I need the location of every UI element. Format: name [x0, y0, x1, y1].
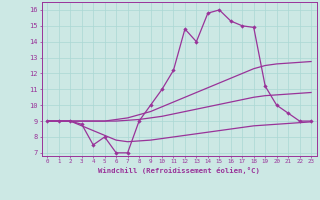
- X-axis label: Windchill (Refroidissement éolien,°C): Windchill (Refroidissement éolien,°C): [98, 167, 260, 174]
